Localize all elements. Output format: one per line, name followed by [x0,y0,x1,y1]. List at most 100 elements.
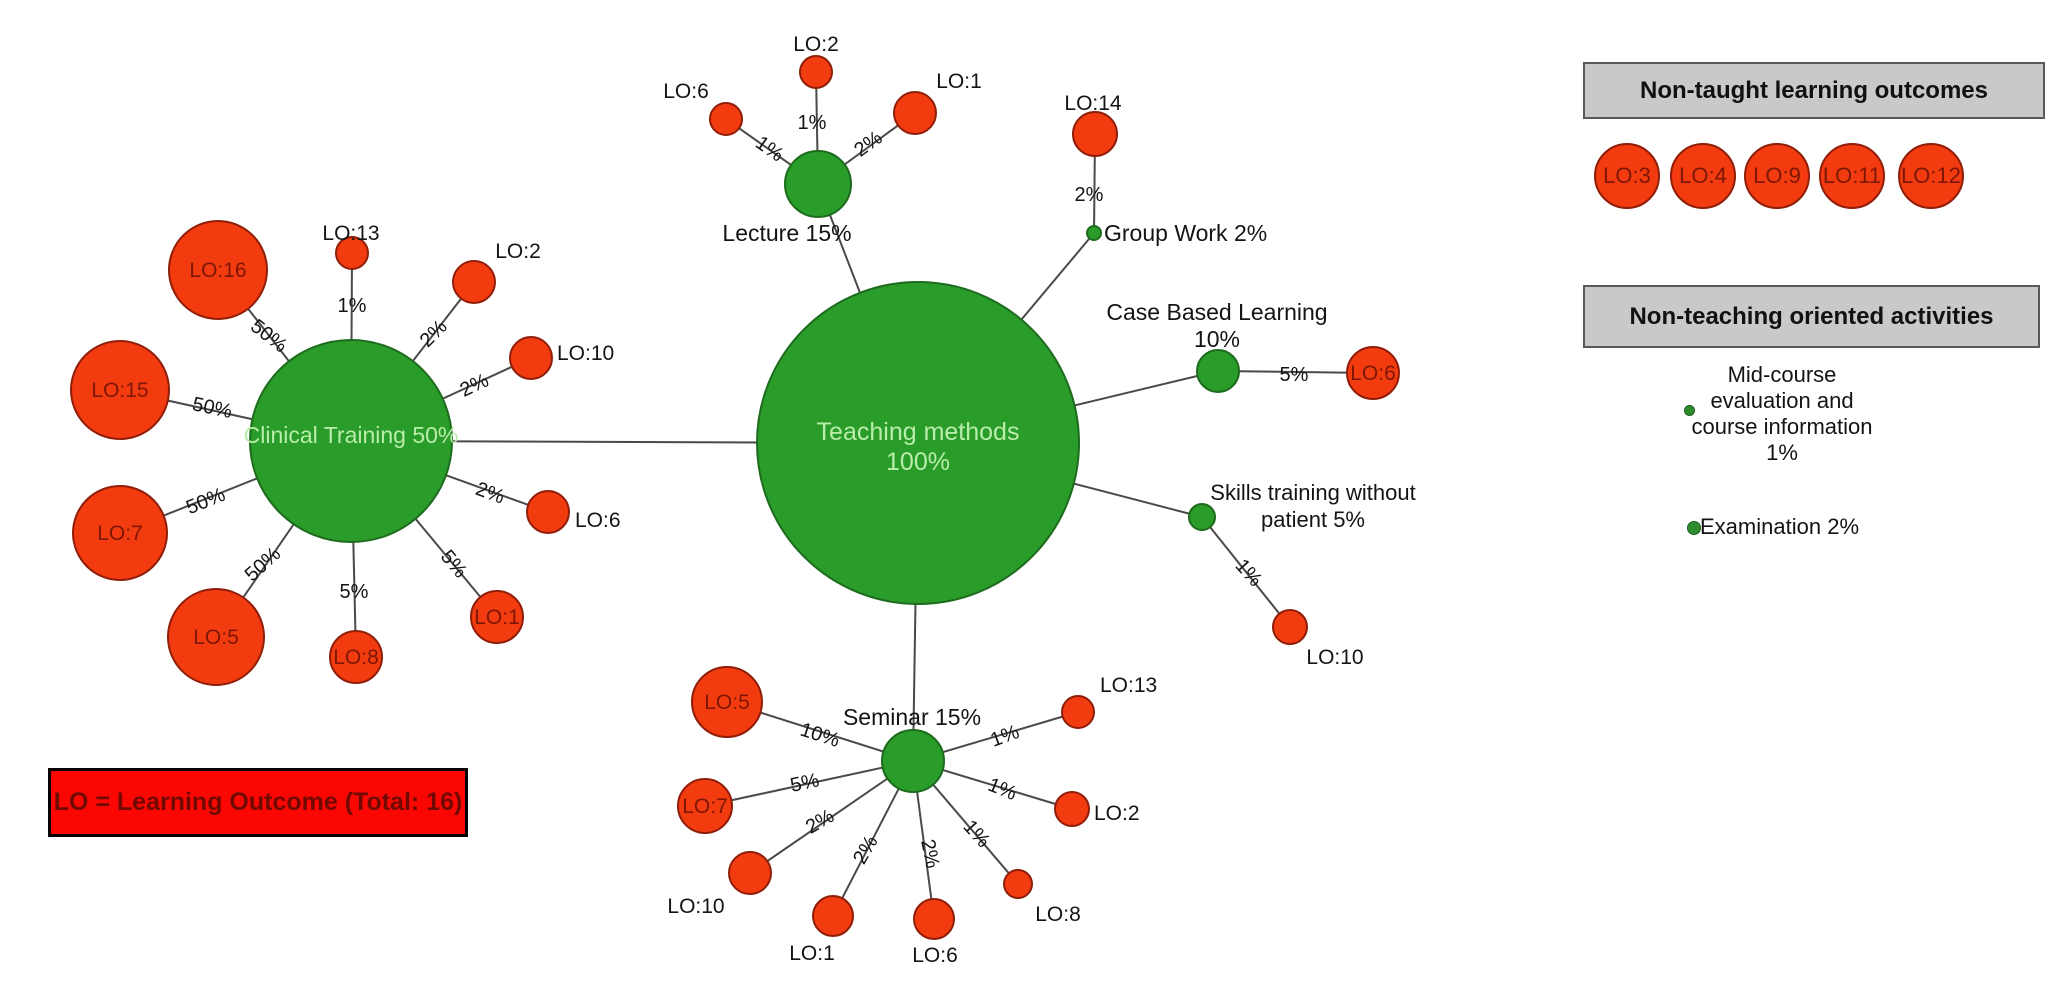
pct-seminar-lo2: 1% [985,774,1020,805]
lo10-seminar-label: LO:10 [667,895,724,918]
lo8-seminar-label: LO:8 [1035,903,1081,926]
lo11-label: LO:11 [1822,163,1882,188]
node-lo9-nontaught: LO:9 [1744,143,1810,209]
lo5-clinical-label: LO:5 [193,626,239,649]
node-teaching-methods [756,281,1080,605]
lo14-groupwork-label: LO:14 [1064,92,1122,115]
examination-dot [1687,521,1701,535]
examination-item: Examination 2% [1700,514,1859,540]
lo5-seminar-label: LO:5 [704,691,750,714]
node-lo6-clinical [526,490,570,534]
mid-course-dot [1684,405,1695,416]
node-lo2-seminar [1054,791,1090,827]
node-lo13-seminar [1061,695,1095,729]
node-skills-training [1188,503,1216,531]
node-lo4-nontaught: LO:4 [1670,143,1736,209]
mid-course-label: Mid-course evaluation and course informa… [1691,362,1873,439]
lo6-lecture-label: LO:6 [663,80,709,103]
pct-lecture-lo2: 1% [798,112,827,134]
lo6-cbl-label: LO:6 [1350,362,1396,385]
pct-clinical-lo8: 5% [340,581,369,603]
examination-label: Examination [1700,514,1822,539]
group-work-label: Group Work 2% [1104,220,1267,246]
lo6-seminar-label: LO:6 [912,944,958,967]
node-lo1-clinical [470,590,524,644]
node-lecture [784,150,852,218]
outcome-labels-inside: LO:16 LO:15 LO:7 LO:5 LO:8 LO:1 LO:6 LO:… [91,259,1395,818]
teaching-methods-pct: 100% [886,448,950,476]
lo-legend-text: LO = Learning Outcome (Total: 16) [53,788,463,816]
lo7-clinical-label: LO:7 [97,522,143,545]
node-lo5-clinical [167,588,265,686]
node-lo8-clinical [329,630,383,684]
node-lo10-skills [1272,609,1308,645]
non-taught-header: Non-taught learning outcomes [1583,62,2045,119]
lo6-clinical-label: LO:6 [575,509,621,532]
seminar-label: Seminar 15% [843,704,981,730]
lo10-skills-label: LO:10 [1306,646,1363,669]
skills-training-pct: 5% [1333,507,1365,532]
node-lo10-seminar [728,851,772,895]
skills-training-label: Skills training without patient 5% [1207,479,1419,533]
pct-clinical-lo2: 2% [416,316,452,352]
pct-seminar-lo1: 2% [849,832,883,868]
lecture-label: Lecture 15% [722,220,851,246]
pct-seminar-lo7: 5% [788,769,821,797]
node-lo16-clinical [168,220,268,320]
node-lo3-nontaught: LO:3 [1594,143,1660,209]
pct-clinical-lo13: 1% [338,295,367,317]
cluster-labels: Teaching methods 100% Clinical Training … [244,220,1328,730]
node-lo6-seminar [913,898,955,940]
teaching-methods-label: Teaching methods [817,418,1020,446]
lo1-lecture-label: LO:1 [936,70,982,93]
examination-pct: 2% [1827,514,1859,539]
node-lo6-lecture [709,102,743,136]
lo13-clinical-label: LO:13 [322,222,379,245]
non-teaching-header-text: Non-teaching oriented activities [1629,302,1994,330]
pct-clinical-lo6: 2% [473,478,508,509]
edge-seminar-lo7 [704,760,914,807]
node-lo1-seminar [812,895,854,937]
pct-seminar-lo6: 2% [916,837,944,870]
pct-clinical-lo5: 50% [241,543,286,586]
non-taught-header-text: Non-taught learning outcomes [1640,76,1988,104]
node-lo7-seminar [677,778,733,834]
node-lo15-clinical [70,340,170,440]
pct-clinical-lo7: 50% [183,484,229,519]
pct-clinical-lo1: 5% [436,546,472,582]
node-clinical-training [249,339,453,543]
lo2-seminar-label: LO:2 [1094,802,1140,825]
node-case-based-learning [1196,349,1240,393]
node-lo12-nontaught: LO:12 [1898,143,1964,209]
node-lo2-clinical [452,260,496,304]
lo4-label: LO:4 [1679,163,1727,188]
mid-course-item: Mid-course evaluation and course informa… [1689,362,1875,466]
skills-training-label-text: Skills training without patient [1210,480,1416,532]
node-lo14-groupwork [1072,111,1118,157]
lo10-clinical-label: LO:10 [557,342,614,365]
outcome-labels-outside: LO:13 LO:2 LO:10 LO:6 LO:6 LO:2 LO:1 LO:… [322,33,1363,967]
pct-clinical-lo10: 2% [457,369,493,401]
activity-nodes [249,150,1240,793]
node-lo6-cbl [1346,346,1400,400]
node-lo10-clinical [509,336,553,380]
pct-clinical-lo15: 50% [190,393,234,423]
node-lo13-clinical [335,236,369,270]
pct-cbl-lo6: 5% [1280,364,1309,386]
outcome-nodes [70,55,1400,940]
lo3-label: LO:3 [1603,163,1651,188]
lo-legend-box: LO = Learning Outcome (Total: 16) [48,768,468,837]
pct-clinical-lo16: 50% [246,315,291,357]
non-teaching-header: Non-teaching oriented activities [1583,285,2040,348]
cbl-label: Case Based Learning [1106,299,1327,325]
lo8-clinical-label: LO:8 [333,646,379,669]
pct-lecture-lo6: 1% [751,132,787,167]
node-group-work [1086,225,1102,241]
node-lo2-lecture [799,55,833,89]
lo1-seminar-label: LO:1 [789,942,835,965]
node-lo11-nontaught: LO:11 [1819,143,1885,209]
lo2-lecture-label: LO:2 [793,33,839,56]
clinical-training-label: Clinical Training 50% [244,422,459,448]
lo2-clinical-label: LO:2 [495,240,541,263]
